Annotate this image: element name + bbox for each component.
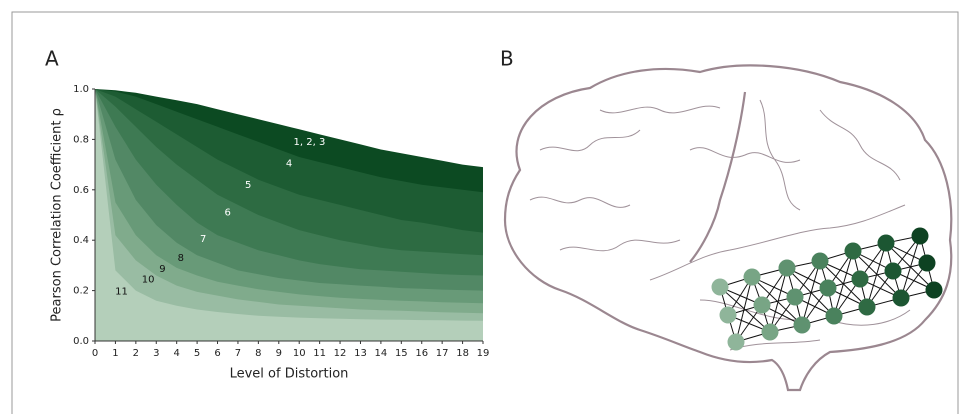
x-tick-label: 13 [354, 348, 367, 359]
series-label: 4 [286, 158, 292, 169]
frame [11, 11, 959, 414]
x-tick-label: 9 [276, 348, 282, 359]
edge [900, 235, 921, 299]
node [743, 268, 761, 286]
series-label: 11 [115, 287, 128, 298]
y-tick-label: 1.0 [73, 84, 89, 95]
x-tick-label: 16 [415, 348, 428, 359]
series-label: 1, 2, 3 [294, 137, 326, 148]
node [811, 252, 829, 270]
edge [801, 260, 821, 326]
x-tick-label: 0 [92, 348, 98, 359]
x-tick-label: 3 [153, 348, 159, 359]
edge [833, 250, 854, 317]
edge [866, 242, 887, 308]
x-tick-label: 4 [173, 348, 179, 359]
series-label: 9 [159, 264, 165, 275]
node [884, 262, 902, 280]
node [819, 279, 837, 297]
y-tick-label: 0.2 [73, 286, 89, 297]
edge [786, 267, 835, 317]
y-axis-label: Pearson Correlation Coefficient ρ [50, 108, 65, 322]
series-label: 8 [178, 253, 184, 264]
node [753, 296, 771, 314]
x-tick-label: 1 [112, 348, 118, 359]
panel-label: B [500, 47, 514, 71]
edge [769, 267, 788, 333]
plot-area: 1, 2, 34 5 6 7 8 9 10 11 [95, 89, 483, 341]
node [761, 323, 779, 341]
series-label: 6 [225, 207, 231, 218]
node [877, 234, 895, 252]
panel-label: A [45, 47, 59, 71]
x-tick-label: 14 [375, 348, 388, 359]
x-tick-label: 8 [255, 348, 261, 359]
node [844, 242, 862, 260]
x-axis-label: Level of Distortion [230, 367, 349, 382]
area [95, 89, 483, 341]
x-tick-label: 5 [194, 348, 200, 359]
node [918, 254, 936, 272]
node [793, 316, 811, 334]
edge [735, 276, 753, 343]
node [786, 288, 804, 306]
brain [503, 64, 953, 392]
brain-outline [503, 64, 953, 392]
series-label: 7 [200, 234, 206, 245]
y-tick-label: 0.6 [73, 185, 89, 196]
x-tick-label: 6 [214, 348, 220, 359]
x-tick-label: 10 [293, 348, 306, 359]
node [711, 278, 729, 296]
node [851, 270, 869, 288]
node [925, 281, 943, 299]
node [911, 227, 929, 245]
x-tick-label: 19 [477, 348, 490, 359]
node [892, 289, 910, 307]
y-tick-label: 0.4 [73, 235, 89, 246]
y-tick-label: 0.0 [73, 336, 89, 347]
x-tick-label: 11 [313, 348, 326, 359]
y-tick-label: 0.8 [73, 134, 89, 145]
node [727, 333, 745, 351]
x-tick-label: 15 [395, 348, 408, 359]
series-label: 10 [142, 275, 155, 286]
x-tick-label: 7 [235, 348, 241, 359]
x-tick-label: 2 [133, 348, 139, 359]
x-tick-label: 17 [436, 348, 449, 359]
node [778, 259, 796, 277]
x-tick-label: 18 [456, 348, 469, 359]
x-tick-label: 12 [334, 348, 347, 359]
node [825, 307, 843, 325]
network [711, 227, 943, 351]
area [95, 89, 483, 341]
node [858, 298, 876, 316]
series-label: 5 [245, 180, 251, 191]
node [719, 306, 737, 324]
